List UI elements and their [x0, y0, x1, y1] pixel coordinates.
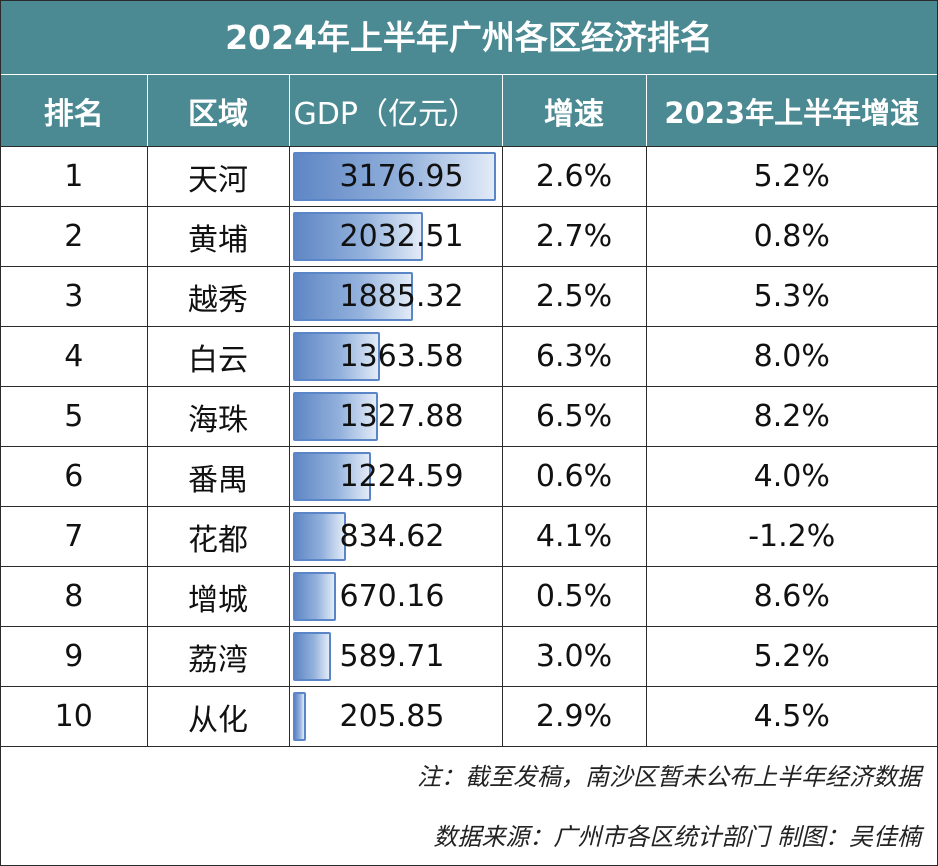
gdp-value: 3176.95	[339, 159, 464, 194]
rank-cell: 2	[1, 206, 148, 267]
growth-cell: 3.0%	[501, 626, 647, 687]
table-row: 2 黄埔 2032.51 2.7% 0.8%	[1, 206, 937, 267]
district-cell: 增城	[146, 566, 290, 627]
gdp-cell: 3176.95	[288, 146, 503, 207]
prev-growth-cell: 0.8%	[645, 206, 937, 267]
gdp-value: 1224.59	[339, 459, 464, 494]
header-row: 排名 区域 GDP（亿元） 增速 2023年上半年增速	[1, 75, 937, 147]
table-row: 6 番禺 1224.59 0.6% 4.0%	[1, 446, 937, 507]
gdp-cell: 1327.88	[288, 386, 503, 447]
growth-cell: 2.7%	[501, 206, 647, 267]
header-gdp: GDP（亿元）	[288, 75, 503, 147]
gdp-value: 834.62	[339, 519, 445, 554]
gdp-cell: 589.71	[288, 626, 503, 687]
rank-cell: 7	[1, 506, 148, 567]
gdp-value: 1363.58	[339, 339, 464, 374]
district-cell: 白云	[146, 326, 290, 387]
gdp-bar	[292, 512, 346, 561]
gdp-value: 1885.32	[339, 279, 464, 314]
prev-growth-cell: 8.2%	[645, 386, 937, 447]
rank-cell: 6	[1, 446, 148, 507]
table-row: 9 荔湾 589.71 3.0% 5.2%	[1, 626, 937, 687]
gdp-value: 205.85	[339, 699, 445, 734]
gdp-bar	[292, 152, 496, 201]
table-row: 5 海珠 1327.88 6.5% 8.2%	[1, 386, 937, 447]
table-row: 7 花都 834.62 4.1% -1.2%	[1, 506, 937, 567]
rank-cell: 4	[1, 326, 148, 387]
district-cell: 越秀	[146, 266, 290, 327]
header-district: 区域	[146, 75, 290, 147]
prev-growth-cell: 8.6%	[645, 566, 937, 627]
gdp-value: 670.16	[339, 579, 445, 614]
gdp-value: 589.71	[339, 639, 445, 674]
prev-growth-cell: -1.2%	[645, 506, 937, 567]
growth-cell: 6.5%	[501, 386, 647, 447]
gdp-bar	[292, 452, 371, 501]
prev-growth-cell: 4.5%	[645, 686, 937, 747]
gdp-cell: 205.85	[288, 686, 503, 747]
district-cell: 番禺	[146, 446, 290, 507]
district-cell: 花都	[146, 506, 290, 567]
district-cell: 荔湾	[146, 626, 290, 687]
ranking-table: 排名 区域 GDP（亿元） 增速 2023年上半年增速 1 天河 3176.95 2.…	[1, 75, 937, 747]
gdp-bar	[292, 392, 378, 441]
gdp-cell: 2032.51	[288, 206, 503, 267]
growth-cell: 0.6%	[501, 446, 647, 507]
rank-cell: 3	[1, 266, 148, 327]
table-row: 8 增城 670.16 0.5% 8.6%	[1, 566, 937, 627]
prev-growth-cell: 5.3%	[645, 266, 937, 327]
table-row: 1 天河 3176.95 2.6% 5.2%	[1, 146, 937, 207]
growth-cell: 2.9%	[501, 686, 647, 747]
growth-cell: 2.6%	[501, 146, 647, 207]
header-prev-growth: 2023年上半年增速	[645, 75, 937, 147]
gdp-cell: 1885.32	[288, 266, 503, 327]
table-row: 4 白云 1363.58 6.3% 8.0%	[1, 326, 937, 387]
gdp-cell: 1363.58	[288, 326, 503, 387]
source-credit: 数据来源：广州市各区统计部门 制图：吴佳楠	[433, 823, 921, 851]
table-row: 10 从化 205.85 2.9% 4.5%	[1, 686, 937, 747]
header-growth: 增速	[501, 75, 647, 147]
district-cell: 海珠	[146, 386, 290, 447]
gdp-bar	[292, 632, 331, 681]
table-title: 2024年上半年广州各区经济排名	[1, 1, 937, 75]
growth-cell: 6.3%	[501, 326, 647, 387]
prev-growth-cell: 5.2%	[645, 146, 937, 207]
gdp-cell: 834.62	[288, 506, 503, 567]
footnote: 注：截至发稿，南沙区暂未公布上半年经济数据	[417, 763, 921, 791]
district-cell: 从化	[146, 686, 290, 747]
gdp-bar	[292, 272, 413, 321]
gdp-value: 1327.88	[339, 399, 464, 434]
rank-cell: 9	[1, 626, 148, 687]
gdp-bar	[292, 332, 380, 381]
prev-growth-cell: 4.0%	[645, 446, 937, 507]
prev-growth-cell: 5.2%	[645, 626, 937, 687]
gdp-cell: 670.16	[288, 566, 503, 627]
growth-cell: 0.5%	[501, 566, 647, 627]
district-cell: 黄埔	[146, 206, 290, 267]
gdp-bar	[292, 212, 423, 261]
rank-cell: 1	[1, 146, 148, 207]
header-rank: 排名	[1, 75, 148, 147]
growth-cell: 4.1%	[501, 506, 647, 567]
rank-cell: 8	[1, 566, 148, 627]
district-cell: 天河	[146, 146, 290, 207]
prev-growth-cell: 8.0%	[645, 326, 937, 387]
table-row: 3 越秀 1885.32 2.5% 5.3%	[1, 266, 937, 327]
gdp-cell: 1224.59	[288, 446, 503, 507]
gdp-bar	[292, 572, 336, 621]
rank-cell: 5	[1, 386, 148, 447]
gdp-value: 2032.51	[339, 219, 464, 254]
rank-cell: 10	[1, 686, 148, 747]
growth-cell: 2.5%	[501, 266, 647, 327]
gdp-bar	[292, 692, 306, 741]
